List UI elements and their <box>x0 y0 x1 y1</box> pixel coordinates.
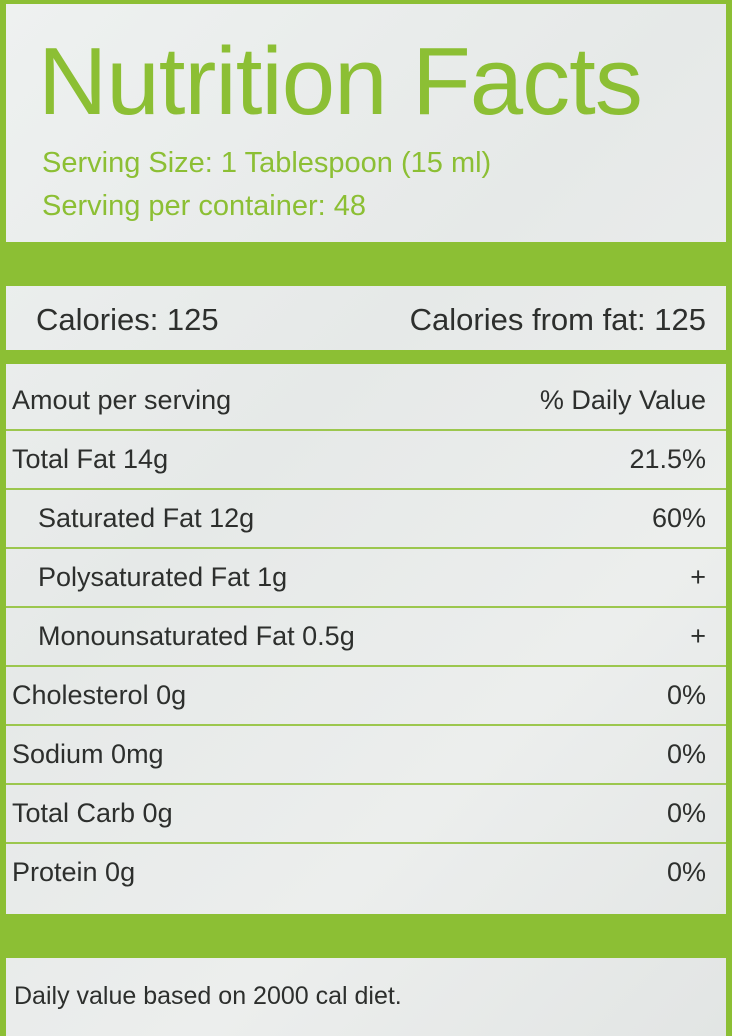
divider-band-middle <box>6 350 726 364</box>
table-row-protein: Protein 0g 0% <box>6 844 726 903</box>
nutrient-value: + <box>690 621 706 651</box>
nutrient-name: Sodium 0mg <box>12 739 164 769</box>
nutrient-value: 0% <box>666 857 706 887</box>
table-row-polysaturated-fat: Polysaturated Fat 1g + <box>6 549 726 608</box>
nutrient-value: 0% <box>666 680 706 710</box>
table-header-row: Amout per serving % Daily Value <box>6 372 726 431</box>
nutrient-name: Cholesterol 0g <box>12 680 187 710</box>
table-row-cholesterol: Cholesterol 0g 0% <box>6 667 726 726</box>
nutrient-value: + <box>690 562 706 592</box>
nutrient-value: 0% <box>666 798 706 828</box>
nutrient-name: Monounsaturated Fat 0.5g <box>38 621 355 651</box>
nutrient-name: Saturated Fat 12g <box>38 503 255 533</box>
nutrient-table: Amout per serving % Daily Value Total Fa… <box>6 372 726 903</box>
nutrient-name: Total Fat 14g <box>12 444 169 474</box>
nutrient-name: Total Carb 0g <box>12 798 173 828</box>
header-daily-value: % Daily Value <box>539 385 706 415</box>
divider-band-bottom <box>6 914 726 958</box>
nutrient-value: 60% <box>651 503 706 533</box>
calories: Calories: 125 <box>36 302 219 337</box>
header-amount-per-serving: Amout per serving <box>12 385 232 415</box>
footnote: Daily value based on 2000 cal diet. <box>14 982 402 1010</box>
table-row-total-carb: Total Carb 0g 0% <box>6 785 726 844</box>
divider-band-top <box>6 242 726 286</box>
nutrient-name: Polysaturated Fat 1g <box>38 562 288 592</box>
table-row-sodium: Sodium 0mg 0% <box>6 726 726 785</box>
label-title: Nutrition Facts <box>38 28 643 135</box>
servings-per-container: Serving per container: 48 <box>42 190 367 222</box>
nutrient-name: Protein 0g <box>12 857 136 887</box>
table-row-total-fat: Total Fat 14g 21.5% <box>6 431 726 490</box>
nutrient-value: 21.5% <box>629 444 706 474</box>
calories-from-fat: Calories from fat: 125 <box>409 302 706 337</box>
nutrient-value: 0% <box>666 739 706 769</box>
table-row-monounsaturated-fat: Monounsaturated Fat 0.5g + <box>6 608 726 667</box>
serving-size: Serving Size: 1 Tablespoon (15 ml) <box>42 147 492 179</box>
table-row-saturated-fat: Saturated Fat 12g 60% <box>6 490 726 549</box>
